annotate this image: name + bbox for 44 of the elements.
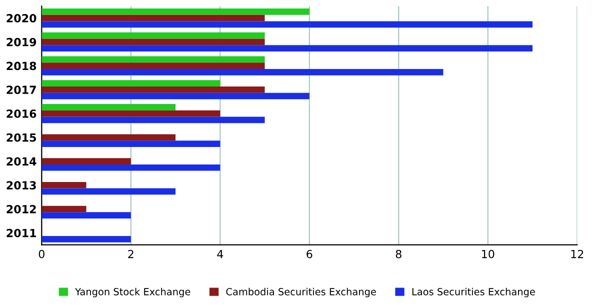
y-tick-label: 2015 bbox=[6, 133, 36, 142]
x-tick-label: 6 bbox=[306, 250, 312, 258]
bar bbox=[42, 182, 86, 188]
bar bbox=[42, 104, 176, 110]
bar bbox=[42, 86, 265, 93]
y-tick-label: 2011 bbox=[6, 228, 36, 238]
bar bbox=[42, 116, 265, 124]
y-tick-label: 2013 bbox=[6, 181, 36, 190]
bar bbox=[42, 21, 533, 28]
bar bbox=[42, 212, 131, 219]
bar bbox=[42, 158, 131, 164]
x-tick-label: 8 bbox=[396, 250, 402, 258]
bar bbox=[42, 45, 533, 52]
bar bbox=[42, 14, 265, 22]
bar bbox=[42, 32, 265, 39]
bar bbox=[42, 236, 131, 242]
y-tick-label: 2020 bbox=[6, 14, 36, 22]
y-tick-label: 2014 bbox=[6, 157, 36, 166]
bar bbox=[42, 62, 265, 69]
y-tick-label: 2018 bbox=[6, 62, 36, 70]
x-tick-label: 4 bbox=[217, 250, 224, 258]
x-tick-label: 2 bbox=[128, 250, 134, 258]
y-tick-label: 2012 bbox=[6, 204, 36, 214]
bar bbox=[42, 92, 310, 100]
x-tick-label: 10 bbox=[482, 250, 494, 258]
bar bbox=[42, 80, 220, 86]
x-tick-label: 12 bbox=[571, 250, 584, 258]
y-tick-label: 2017 bbox=[6, 86, 36, 94]
bar bbox=[42, 56, 265, 63]
legend-label: Laos Securities Exchange bbox=[412, 288, 535, 298]
bar bbox=[42, 68, 444, 76]
bar bbox=[42, 188, 176, 195]
bar bbox=[42, 134, 176, 141]
bar bbox=[42, 38, 265, 46]
bar bbox=[42, 206, 86, 212]
bar bbox=[42, 8, 310, 15]
bar bbox=[42, 164, 220, 171]
x-tick-label: 0 bbox=[38, 250, 44, 258]
legend-label: Yangon Stock Exchange bbox=[75, 288, 190, 298]
legend-label: Cambodia Securities Exchange bbox=[226, 288, 376, 298]
y-tick-label: 2019 bbox=[6, 38, 36, 46]
y-tick-label: 2016 bbox=[6, 110, 36, 118]
bar bbox=[42, 110, 220, 117]
bar bbox=[42, 140, 220, 147]
